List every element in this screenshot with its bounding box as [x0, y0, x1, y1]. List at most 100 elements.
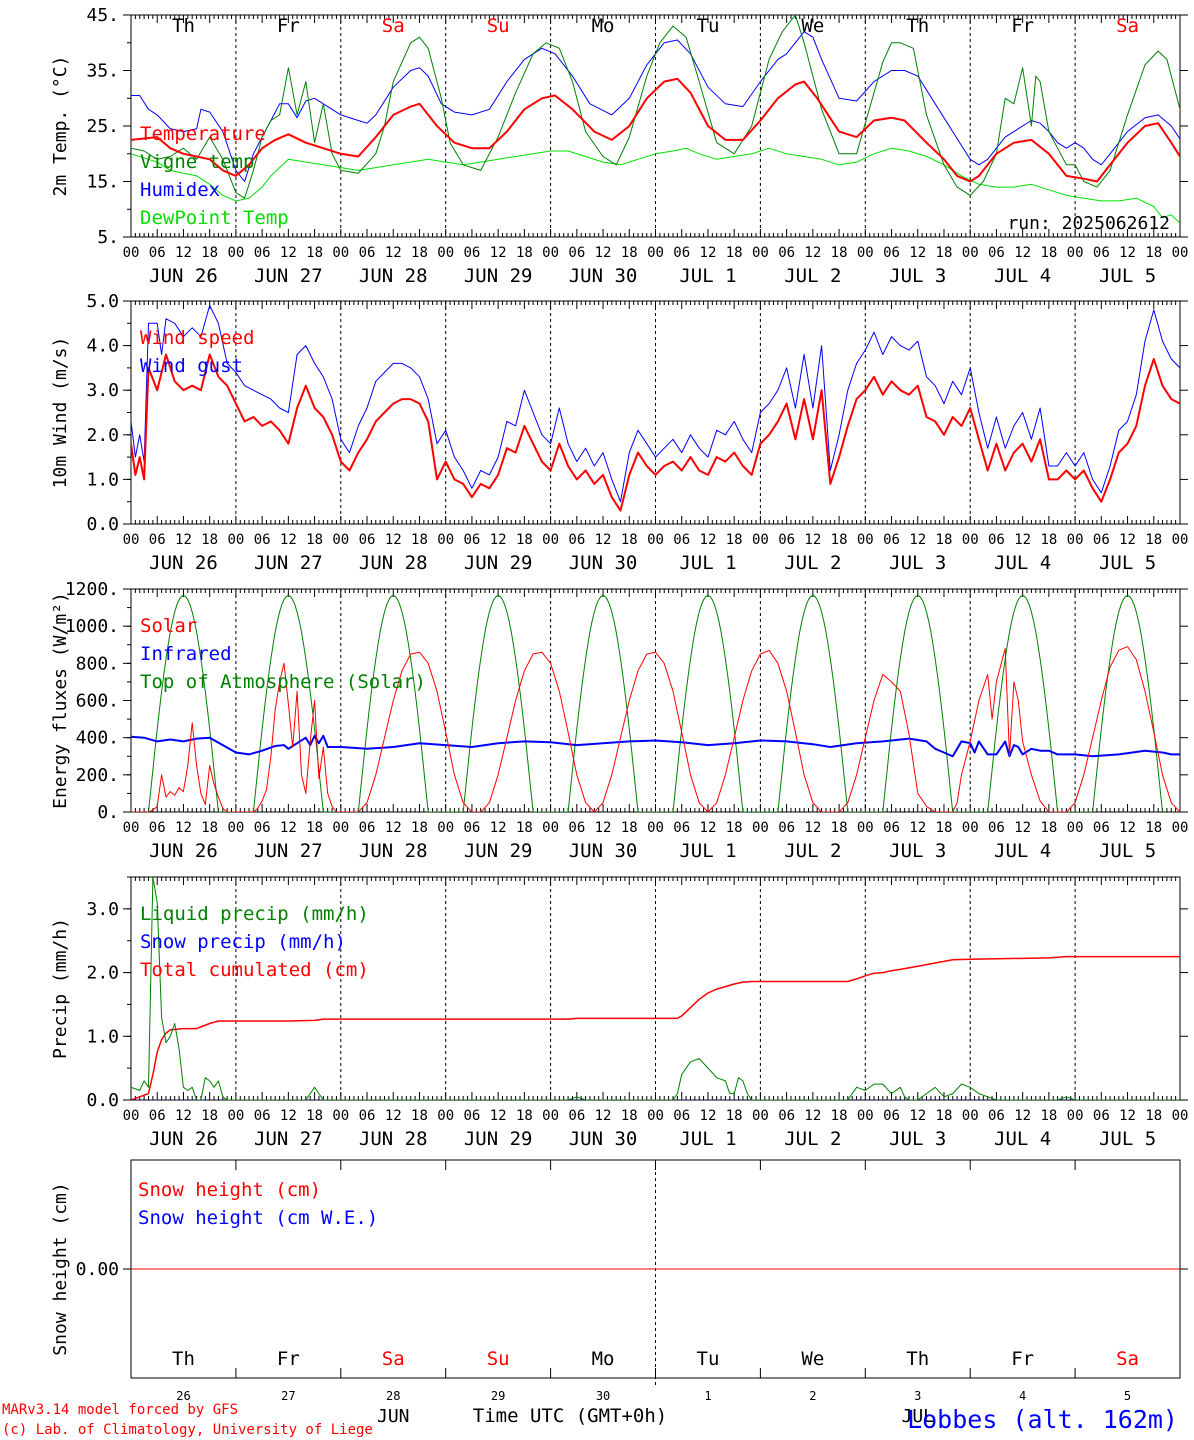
- hour-tick-label: 18: [831, 532, 848, 548]
- hour-tick-label: 06: [1093, 245, 1110, 261]
- hour-tick-label: 18: [726, 1108, 743, 1124]
- run-label: run: 2025062612: [1007, 213, 1170, 234]
- hour-tick-label: 06: [463, 820, 480, 836]
- date-label: JUN 30: [569, 552, 638, 574]
- hour-tick-label: 06: [463, 532, 480, 548]
- hour-tick-label: 18: [621, 820, 638, 836]
- hour-tick-label: 06: [359, 245, 376, 261]
- hour-tick-label: 12: [909, 1108, 926, 1124]
- hour-tick-label: 18: [726, 532, 743, 548]
- hour-tick-label: 00: [437, 532, 454, 548]
- weekday-label: Th: [906, 15, 929, 37]
- date-label: JUL 3: [889, 840, 946, 862]
- legend-entry: Wind speed: [140, 327, 254, 349]
- y-tick-label: 1.0: [86, 469, 119, 490]
- date-label: JUL 4: [994, 552, 1051, 574]
- hour-tick-label: 12: [595, 245, 612, 261]
- hour-tick-label: 06: [988, 532, 1005, 548]
- legend-entry: Solar: [140, 615, 197, 637]
- date-label: JUN 27: [254, 552, 323, 574]
- hour-tick-label: 00: [1172, 532, 1189, 548]
- hour-tick-label: 06: [254, 820, 271, 836]
- y-axis-label: 2m Temp. (°C): [50, 56, 71, 197]
- date-label: JUL 3: [889, 265, 946, 287]
- date-label: JUN 27: [254, 265, 323, 287]
- weekday-label: Mo: [592, 15, 615, 37]
- hour-tick-label: 06: [673, 820, 690, 836]
- hour-tick-label: 00: [123, 820, 140, 836]
- hour-tick-label: 06: [883, 1108, 900, 1124]
- hour-tick-label: 12: [385, 1108, 402, 1124]
- hour-tick-label: 12: [595, 820, 612, 836]
- y-tick-label: 400.: [76, 728, 119, 749]
- date-label: JUL 1: [679, 1128, 736, 1150]
- hour-tick-label: 06: [254, 532, 271, 548]
- hour-tick-label: 12: [909, 820, 926, 836]
- date-label: JUN 26: [149, 1128, 218, 1150]
- hour-tick-label: 00: [857, 245, 874, 261]
- y-tick-label: 800.: [76, 653, 119, 674]
- hour-tick-label: 00: [857, 1108, 874, 1124]
- hour-tick-label: 06: [359, 820, 376, 836]
- hour-tick-label: 18: [306, 245, 323, 261]
- hour-tick-label: 06: [568, 245, 585, 261]
- hour-tick-label: 00: [1067, 245, 1084, 261]
- hour-tick-label: 06: [149, 1108, 166, 1124]
- date-label: JUL 4: [994, 1128, 1051, 1150]
- hour-tick-label: 12: [909, 245, 926, 261]
- hour-tick-label: 00: [1067, 1108, 1084, 1124]
- weekday-label: Sa: [1116, 1348, 1139, 1370]
- legend-entry: Infrared: [140, 643, 232, 665]
- hour-tick-label: 12: [175, 245, 192, 261]
- y-tick-label: 4.0: [86, 336, 119, 357]
- hour-tick-label: 12: [280, 532, 297, 548]
- hour-tick-label: 12: [1119, 820, 1136, 836]
- hour-tick-label: 12: [490, 245, 507, 261]
- hour-tick-label: 06: [883, 245, 900, 261]
- day-number-label: 5: [1124, 1389, 1131, 1403]
- weekday-label: Th: [906, 1348, 929, 1370]
- hour-tick-label: 18: [726, 820, 743, 836]
- hour-tick-label: 06: [778, 820, 795, 836]
- series-line-humidex: [131, 31, 1180, 182]
- hour-tick-label: 00: [752, 532, 769, 548]
- y-tick-label: 0.0: [86, 1090, 119, 1111]
- date-label: JUL 5: [1099, 840, 1156, 862]
- hour-tick-label: 00: [1067, 532, 1084, 548]
- hour-tick-label: 18: [1040, 532, 1057, 548]
- hour-tick-label: 06: [883, 820, 900, 836]
- y-axis-label: 10m Wind (m/s): [50, 337, 71, 489]
- hour-tick-label: 06: [149, 820, 166, 836]
- hour-tick-label: 18: [306, 1108, 323, 1124]
- legend-entry: Snow precip (mm/h): [140, 931, 346, 953]
- hour-tick-label: 12: [490, 1108, 507, 1124]
- hour-tick-label: 06: [988, 1108, 1005, 1124]
- hour-tick-label: 06: [988, 820, 1005, 836]
- day-number-label: 27: [281, 1389, 295, 1403]
- hour-tick-label: 18: [516, 820, 533, 836]
- weekday-label: Th: [172, 15, 195, 37]
- legend-entry: Vigne temp: [140, 151, 254, 173]
- hour-tick-label: 00: [962, 820, 979, 836]
- hour-tick-label: 00: [542, 532, 559, 548]
- hour-tick-label: 18: [201, 245, 218, 261]
- station-label: Lobbes (alt. 162m): [907, 1405, 1178, 1434]
- hour-tick-label: 06: [149, 532, 166, 548]
- hour-tick-label: 00: [332, 820, 349, 836]
- y-tick-label: 600.: [76, 691, 119, 712]
- hour-tick-label: 06: [673, 1108, 690, 1124]
- hour-tick-label: 06: [463, 1108, 480, 1124]
- hour-tick-label: 12: [700, 245, 717, 261]
- y-tick-label: 200.: [76, 765, 119, 786]
- hour-tick-label: 12: [1119, 245, 1136, 261]
- day-number-label: 3: [914, 1389, 921, 1403]
- date-label: JUN 26: [149, 840, 218, 862]
- legend-entry: Snow height (cm W.E.): [138, 1207, 378, 1229]
- hour-tick-label: 18: [936, 532, 953, 548]
- day-number-label: 30: [596, 1389, 610, 1403]
- series-line-wind-gust: [131, 305, 1180, 503]
- hour-tick-label: 18: [516, 1108, 533, 1124]
- date-label: JUL 2: [784, 552, 841, 574]
- weekday-label: We: [801, 1348, 824, 1370]
- hour-tick-label: 18: [831, 820, 848, 836]
